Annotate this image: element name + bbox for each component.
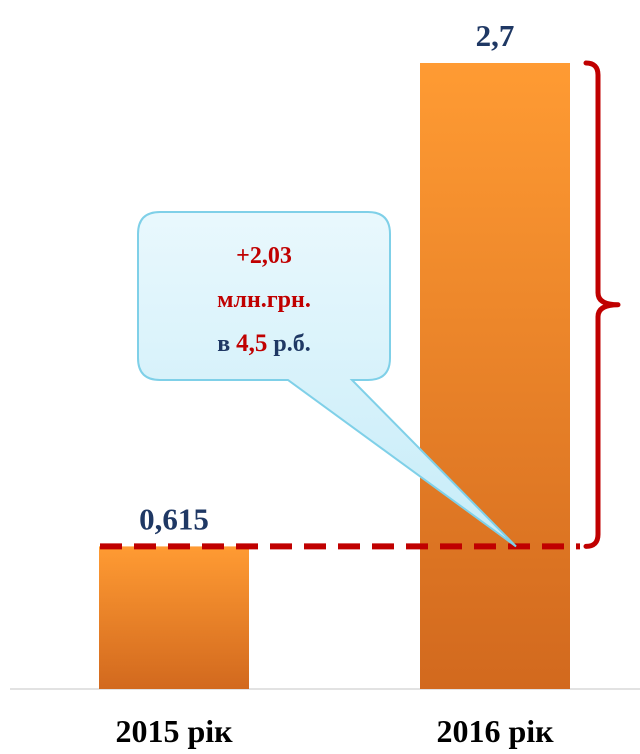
bars-layer <box>99 63 570 689</box>
callout-line3-prefix: в <box>217 331 236 357</box>
labels-layer: 0,615 2015 рік 2,7 2016 рік <box>115 18 554 749</box>
callout-bubble <box>137 211 517 548</box>
callout: +2,03 млн.грн. в 4,5 р.б. <box>137 211 517 548</box>
value-label-2: 2,7 <box>476 18 515 53</box>
bar-2 <box>420 63 570 689</box>
callout-line3-value: 4,5 <box>236 330 267 357</box>
callout-line2: млн.грн. <box>217 287 311 313</box>
callout-line3-suffix: р.б. <box>267 331 310 357</box>
bar-1 <box>99 546 249 689</box>
value-label-1: 0,615 <box>139 501 209 536</box>
callout-line1: +2,03 <box>236 243 292 269</box>
category-label-1: 2015 рік <box>115 713 233 749</box>
callout-line3: в 4,5 р.б. <box>217 330 311 357</box>
difference-bracket <box>583 60 621 549</box>
category-label-2: 2016 рік <box>436 713 554 749</box>
